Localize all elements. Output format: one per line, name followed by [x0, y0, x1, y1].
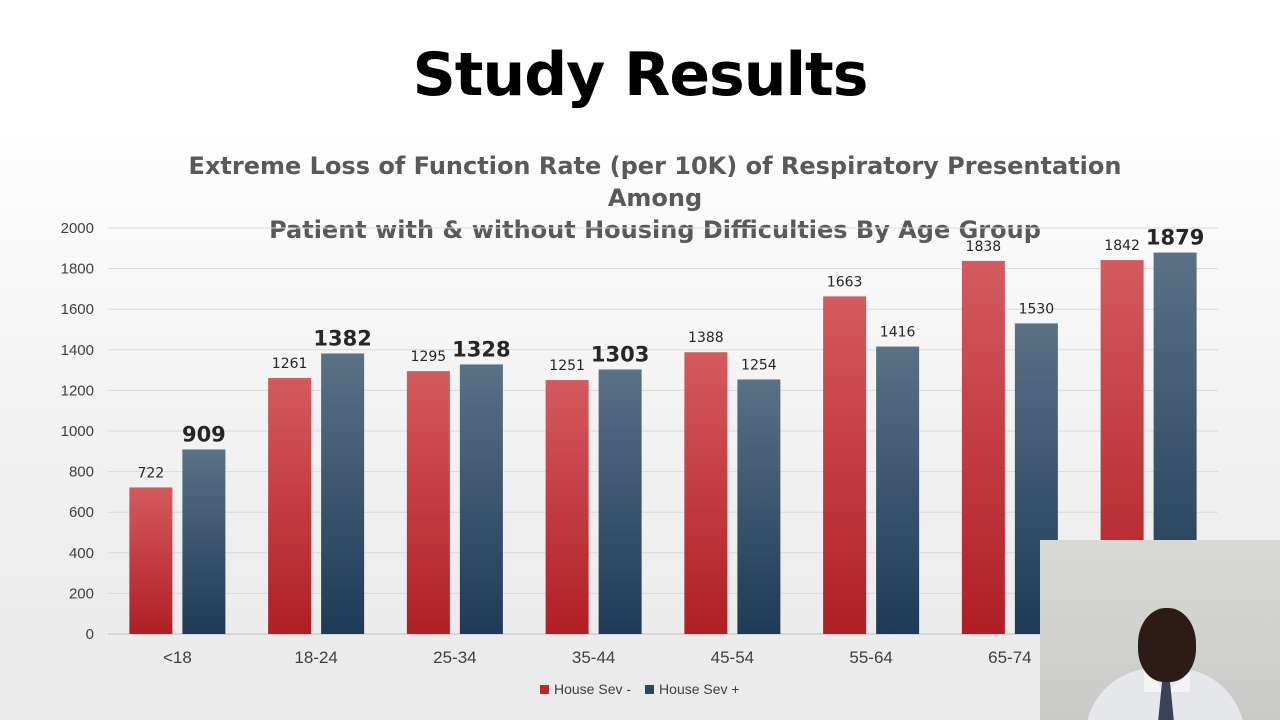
chart-title-line-1: Extreme Loss of Function Rate (per 10K) … [188, 152, 1122, 212]
x-category-label: <18 [163, 648, 192, 667]
data-label: 1416 [880, 325, 916, 341]
data-label: 1879 [1146, 226, 1204, 250]
x-category-label: 35-44 [572, 648, 615, 667]
slide-title: Study Results [412, 40, 869, 110]
legend-swatch-house-sev-plus [645, 684, 655, 694]
data-label: 1388 [688, 330, 724, 346]
data-label: 1663 [827, 274, 863, 290]
x-category-label: 45-54 [711, 648, 754, 667]
bar [459, 364, 503, 634]
data-label: 1838 [966, 239, 1002, 255]
presenter-video-icon [1040, 540, 1280, 720]
data-label: 1303 [591, 342, 649, 366]
legend: House Sev - House Sev + [540, 680, 740, 698]
y-tick-label: 1800 [61, 261, 94, 278]
legend-label-house-sev-plus: House Sev + [659, 681, 740, 697]
legend-item-house-sev-plus: House Sev + [645, 681, 740, 697]
bar [129, 487, 173, 634]
bar [684, 352, 728, 634]
bar [737, 379, 781, 634]
data-label: 1295 [411, 349, 447, 365]
x-category-label: 18-24 [294, 648, 337, 667]
x-category-label: 65-74 [988, 648, 1031, 667]
data-label: 1382 [313, 326, 371, 350]
y-tick-label: 400 [69, 545, 94, 562]
bar [406, 371, 450, 634]
y-tick-label: 1400 [61, 342, 94, 359]
chart-title-line-2: Patient with & without Housing Difficult… [269, 216, 1041, 244]
bar [961, 260, 1005, 634]
y-tick-label: 600 [69, 504, 94, 521]
x-category-label: 25-34 [433, 648, 476, 667]
y-tick-label: 1000 [61, 423, 94, 440]
legend-label-house-sev-minus: House Sev - [554, 681, 632, 697]
y-tick-label: 0 [86, 626, 94, 643]
bar [268, 378, 312, 634]
bar [182, 449, 226, 634]
y-tick-label: 1200 [61, 382, 94, 399]
bar [876, 346, 920, 634]
y-axis-ticks: 0 200 400 600 800 1000 1200 1400 1600 1800 2000 [61, 220, 94, 643]
data-label: 1254 [741, 357, 777, 373]
x-category-label: 55-64 [849, 648, 892, 667]
data-label: 909 [182, 422, 226, 446]
data-labels: 722 909 1261 1382 1295 1328 1251 1303 1388 1254 16… [138, 226, 1205, 482]
x-axis-categories: <18 18-24 25-34 35-44 45-54 55-64 65-74 [163, 648, 1032, 667]
legend-item-house-sev-minus: House Sev - [540, 681, 631, 697]
chart-title: Extreme Loss of Function Rate (per 10K) … [155, 150, 1155, 246]
data-label: 1251 [549, 358, 585, 374]
data-label: 1261 [272, 356, 308, 372]
bar [823, 296, 867, 634]
y-tick-label: 1600 [61, 301, 94, 318]
y-tick-label: 200 [69, 585, 94, 602]
data-label: 1842 [1104, 238, 1140, 254]
bar [598, 369, 642, 634]
bar [545, 380, 589, 634]
legend-swatch-house-sev-minus [540, 684, 549, 694]
y-tick-label: 2000 [61, 220, 94, 237]
data-label: 1530 [1019, 301, 1055, 317]
data-label: 1328 [452, 337, 510, 361]
bar [321, 353, 365, 634]
y-tick-label: 800 [69, 464, 94, 481]
bars [129, 252, 1197, 635]
data-label: 722 [138, 465, 165, 481]
